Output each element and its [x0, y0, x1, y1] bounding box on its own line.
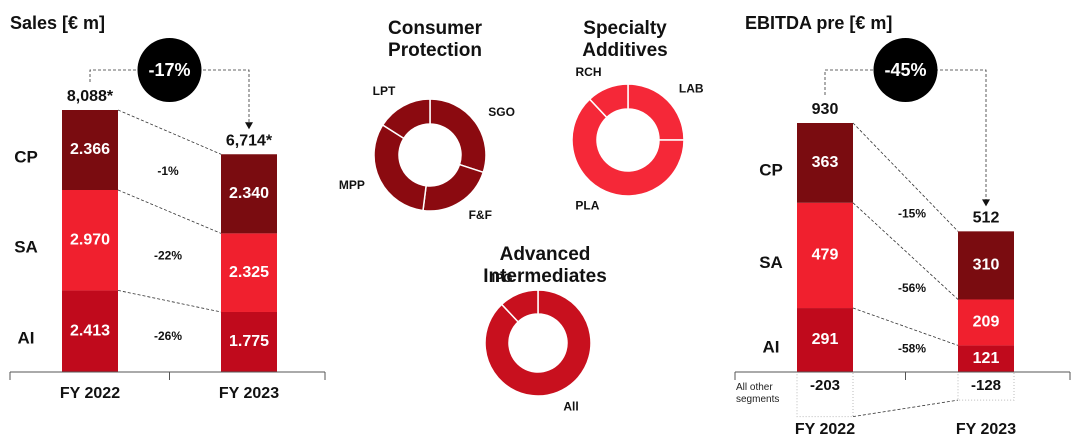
total-label: 512: [973, 210, 1000, 227]
connector: [117, 189, 222, 234]
value-label: -128: [971, 377, 1001, 394]
value-label: 1.775: [229, 333, 269, 350]
slice-label: LAB: [679, 81, 704, 95]
connector: [852, 399, 959, 418]
donut-title: Advanced Intermediates: [483, 244, 607, 287]
bar-segment: [797, 202, 853, 309]
donut-slice: [484, 289, 592, 397]
total-label: 6,714*: [226, 132, 273, 149]
x-tick-label: FY 2022: [60, 385, 120, 402]
connector: [852, 202, 959, 300]
bar-segment: [221, 233, 277, 312]
connector: [852, 307, 959, 346]
bar-segment: [221, 311, 277, 372]
donut-slice: [381, 98, 431, 140]
change-label: -1%: [157, 164, 179, 178]
row-label: AI: [18, 329, 35, 348]
slice-label: RCH: [575, 65, 601, 79]
change-badge: [137, 38, 202, 102]
total-change: -17%: [148, 60, 190, 80]
change-badge: [873, 38, 938, 102]
slice-label: MPP: [339, 178, 365, 192]
bar-segment: [62, 290, 118, 372]
row-label: AI: [763, 338, 780, 357]
change-label: -26%: [154, 329, 182, 343]
bar-segment: [62, 110, 118, 190]
slice-label: F&F: [469, 208, 492, 222]
x-tick-label: FY 2023: [219, 385, 279, 402]
bar-segment: [797, 308, 853, 372]
total-label: 8,088*: [67, 88, 114, 105]
donut-slice: [571, 98, 685, 197]
bar-segment: [62, 189, 118, 291]
connector: [852, 122, 959, 232]
donut-slice: [429, 98, 487, 174]
bar-segment: [958, 299, 1014, 346]
arrow-head: [245, 122, 253, 130]
total-change: -45%: [884, 60, 926, 80]
change-label: -15%: [898, 206, 926, 220]
total-label: 930: [812, 101, 839, 118]
donut-title: Specialty Additives: [582, 18, 668, 61]
value-label: 2.366: [70, 141, 110, 158]
value-label: 2.970: [70, 231, 110, 248]
row-label: SA: [759, 253, 783, 272]
donut-slice: [500, 289, 539, 323]
x-tick-label: FY 2022: [795, 421, 855, 438]
value-label: -203: [810, 377, 840, 394]
bar-segment: [797, 123, 853, 203]
row-label: SA: [14, 238, 38, 257]
slice-label: LPT: [373, 84, 396, 98]
value-label: 2.340: [229, 185, 269, 202]
x-tick-label: FY 2023: [956, 421, 1016, 438]
connector: [117, 290, 222, 313]
value-label: 2.413: [70, 322, 110, 339]
row-label: CP: [14, 147, 38, 166]
donut-slice: [588, 83, 629, 119]
value-label: 479: [812, 247, 839, 264]
slice-label: PLA: [575, 198, 599, 212]
value-label: 209: [973, 314, 1000, 331]
chart-title: EBITDA pre [€ m]: [745, 13, 892, 33]
change-label: -22%: [154, 249, 182, 263]
bar-segment: [796, 371, 854, 418]
donut-slice: [627, 83, 685, 141]
change-label: -56%: [898, 281, 926, 295]
value-label: 363: [812, 154, 839, 171]
slice-label: IPG: [492, 271, 513, 285]
arrow-head: [982, 199, 990, 207]
value-label: 2.325: [229, 264, 269, 281]
donut-slice: [373, 123, 427, 212]
value-label: 291: [812, 331, 839, 348]
value-label: 121: [973, 350, 1000, 367]
value-label: 310: [973, 257, 1000, 274]
connector: [117, 109, 222, 155]
bar-segment: [958, 231, 1014, 300]
slice-label: SGO: [488, 105, 515, 119]
bar-segment: [221, 154, 277, 234]
donut-title: Consumer Protection: [388, 18, 482, 61]
row-label: CP: [759, 160, 783, 179]
slice-label: All: [563, 399, 578, 413]
other-segments-label: All other segments: [736, 382, 780, 405]
bar-segment: [958, 345, 1014, 372]
donut-slice: [422, 163, 485, 212]
change-label: -58%: [898, 342, 926, 356]
chart-title: Sales [€ m]: [10, 13, 105, 33]
